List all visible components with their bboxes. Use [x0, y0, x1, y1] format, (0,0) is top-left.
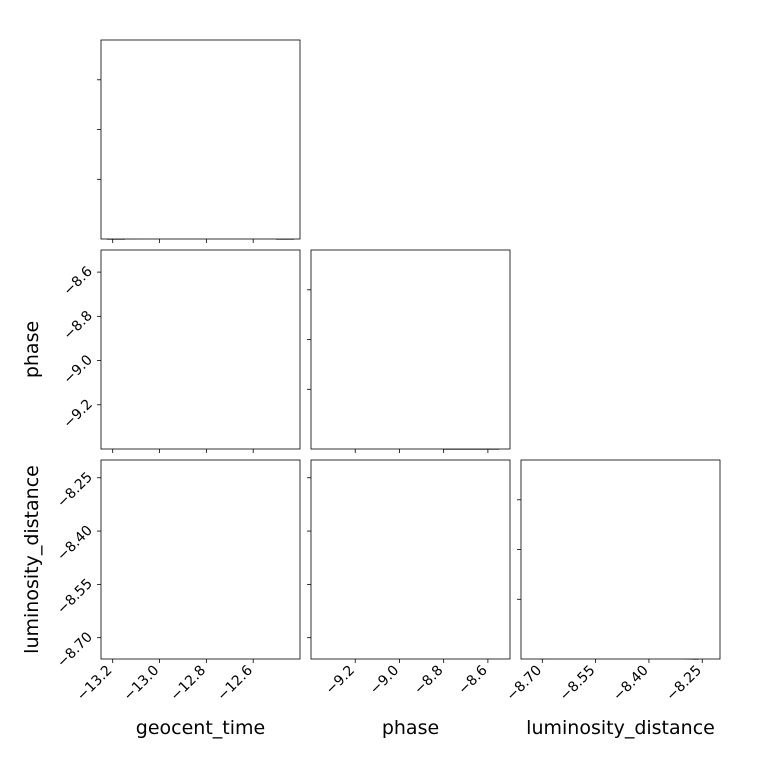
scatter-geocent_time-luminosity_distance-border — [100, 459, 301, 660]
scatter-phase-luminosity_distance-border — [310, 459, 511, 660]
scatter-geocent_time-phase-bg — [101, 250, 300, 449]
y-axis-label-phase: phase — [21, 321, 43, 378]
y-tick-label-phase: −9.2 — [60, 396, 95, 431]
histogram-phase-border — [310, 249, 511, 450]
histogram-phase-bg — [311, 250, 510, 449]
x-tick-label-geocent_time: −13.2 — [74, 663, 116, 705]
x-tick-label-luminosity_distance: −8.25 — [663, 663, 705, 705]
y-tick-label-luminosity_distance: −8.55 — [54, 576, 96, 618]
x-tick-label-phase: −9.0 — [367, 663, 402, 698]
y-tick-label-luminosity_distance: −8.40 — [54, 523, 96, 565]
x-tick-label-luminosity_distance: −8.70 — [503, 663, 545, 705]
scatter-geocent_time-phase-border — [100, 249, 301, 450]
x-tick-label-phase: −9.2 — [323, 663, 358, 698]
y-tick-label-luminosity_distance: −8.25 — [54, 469, 96, 511]
y-tick-label-phase: −8.8 — [60, 308, 95, 343]
histogram-luminosity_distance-border — [520, 459, 721, 660]
y-axis-label-luminosity_distance: luminosity_distance — [21, 465, 43, 654]
x-tick-label-geocent_time: −12.8 — [168, 663, 210, 705]
y-tick-label-luminosity_distance: −8.70 — [54, 629, 96, 671]
x-axis-label-geocent_time: geocent_time — [136, 717, 265, 739]
x-axis-label-phase: phase — [382, 717, 439, 739]
y-tick-label-phase: −9.0 — [60, 352, 95, 387]
x-tick-label-phase: −8.6 — [455, 662, 490, 697]
scatter-phase-luminosity_distance-bg — [311, 460, 510, 659]
histogram-geocent_time-border — [100, 39, 301, 240]
x-tick-label-phase: −8.8 — [411, 663, 446, 698]
y-tick-label-phase: −8.6 — [60, 264, 95, 299]
histogram-geocent_time-bg — [101, 40, 300, 239]
x-tick-label-luminosity_distance: −8.55 — [557, 663, 599, 705]
x-tick-label-luminosity_distance: −8.40 — [610, 663, 652, 705]
x-axis-label-luminosity_distance: luminosity_distance — [526, 717, 715, 739]
x-tick-label-geocent_time: −12.6 — [214, 662, 256, 704]
histogram-luminosity_distance-bg — [521, 460, 720, 659]
x-tick-label-geocent_time: −13.0 — [121, 663, 163, 705]
scatter-geocent_time-luminosity_distance-bg — [101, 460, 300, 659]
